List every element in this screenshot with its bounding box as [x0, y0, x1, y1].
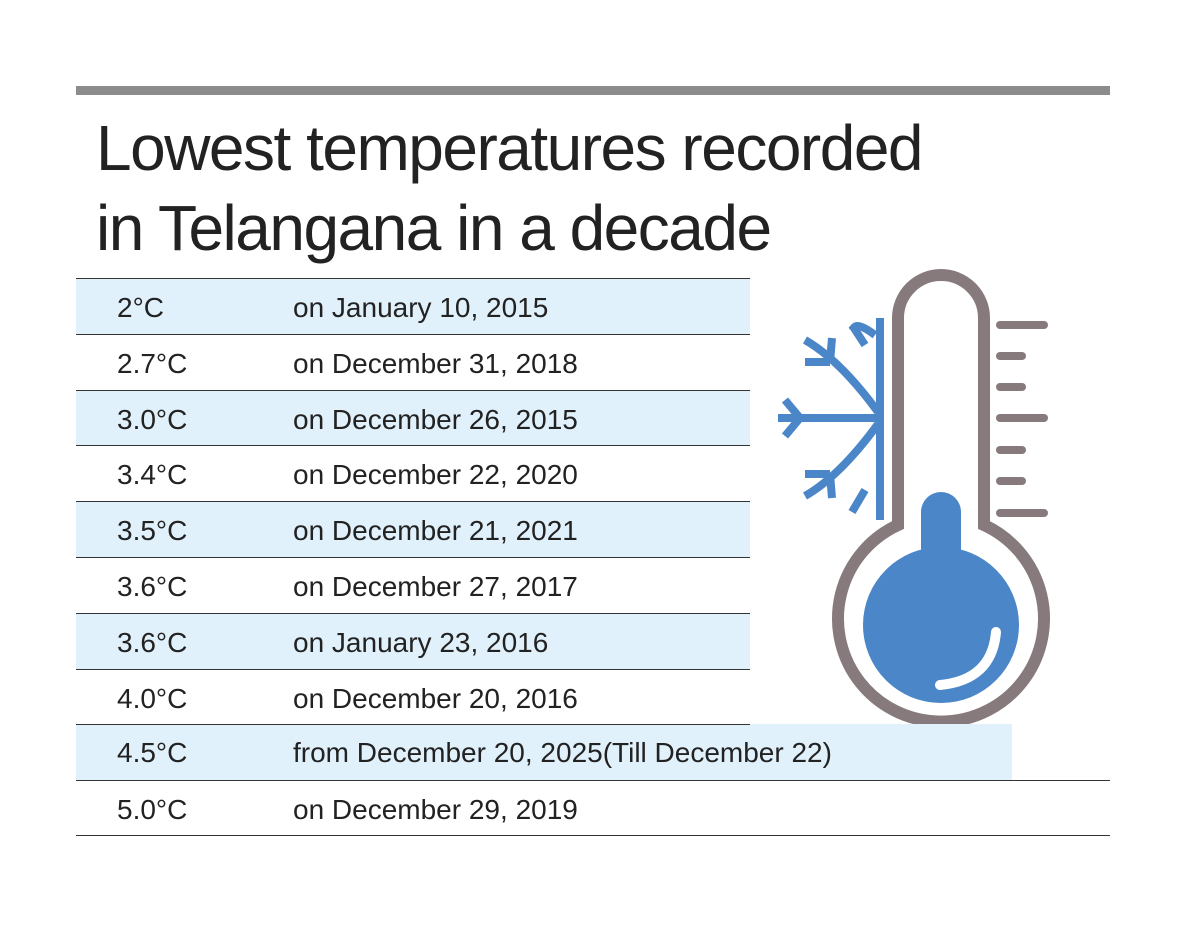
date-cell: from December 20, 2025(Till December 22) [293, 737, 832, 769]
snowflake-icon [778, 318, 884, 520]
date-cell: on December 22, 2020 [293, 459, 578, 491]
temperature-cell: 2°C [117, 292, 164, 323]
page-title: Lowest temperatures recorded in Telangan… [96, 108, 924, 268]
table-row: 4.5°C from December 20, 2025(Till Decembe… [76, 724, 1012, 781]
title-line-1: Lowest temperatures recorded [96, 112, 924, 184]
date-cell: on December 20, 2016 [293, 682, 578, 714]
table-row: 4.0°C on December 20, 2016 [76, 668, 750, 725]
table-row: 3.6°C on December 27, 2017 [76, 556, 750, 613]
table-row: 5.0°C on December 29, 2019 [76, 780, 1110, 836]
temperature-cell: 3.0°C [117, 403, 188, 435]
temperature-cell: 4.5°C [117, 737, 188, 769]
table-row: 2°C on January 10, 2015 [76, 278, 750, 334]
temperature-cell: 4.0°C [117, 682, 188, 714]
temperature-cell: 3.6°C [117, 570, 188, 602]
date-cell: on December 27, 2017 [293, 570, 578, 602]
table-row: 3.4°C on December 22, 2020 [76, 445, 750, 501]
date-cell: on December 29, 2019 [293, 794, 578, 826]
table-row: 3.6°C on January 23, 2016 [76, 612, 750, 669]
thermometer-icon [832, 269, 1050, 728]
date-cell: on January 23, 2016 [293, 626, 549, 658]
thermometer-scale-ticks [996, 321, 1048, 517]
date-cell: on December 21, 2021 [293, 515, 578, 547]
table-row: 3.0°C on December 26, 2015 [76, 389, 750, 446]
temperature-cell: 5.0°C [117, 794, 188, 826]
table-row: 3.5°C on December 21, 2021 [76, 501, 750, 557]
date-cell: on December 26, 2015 [293, 403, 578, 435]
temperature-cell: 3.5°C [117, 515, 188, 547]
title-line-2: in Telangana in a decade [96, 192, 772, 264]
temperature-cell: 2.7°C [117, 347, 188, 379]
date-cell: on January 10, 2015 [293, 292, 549, 323]
table-row: 2.7°C on December 31, 2018 [76, 333, 750, 390]
temperature-cell: 3.6°C [117, 626, 188, 658]
temperature-table: 2°C on January 10, 2015 2.7°C on December 3… [76, 278, 1110, 836]
temperature-cell: 3.4°C [117, 459, 188, 491]
date-cell: on December 31, 2018 [293, 347, 578, 379]
top-rule [76, 86, 1110, 95]
